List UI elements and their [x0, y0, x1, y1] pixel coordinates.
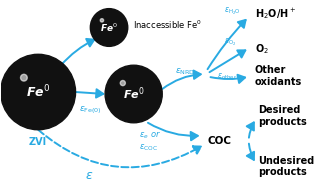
Text: H$_2$O/H$^+$: H$_2$O/H$^+$ — [255, 6, 296, 21]
Circle shape — [105, 65, 162, 123]
Circle shape — [100, 19, 104, 22]
Text: $\varepsilon$: $\varepsilon$ — [85, 169, 93, 182]
Circle shape — [20, 74, 27, 81]
FancyArrowPatch shape — [76, 89, 103, 98]
FancyArrowPatch shape — [247, 122, 254, 138]
FancyArrowPatch shape — [162, 70, 201, 89]
Text: $\varepsilon_{\rm other}$: $\varepsilon_{\rm other}$ — [217, 72, 238, 82]
Text: Desired
products: Desired products — [258, 105, 307, 127]
Circle shape — [90, 9, 128, 46]
Text: O$_2$: O$_2$ — [255, 43, 269, 56]
Text: $\varepsilon_{\rm H_2O}$: $\varepsilon_{\rm H_2O}$ — [224, 6, 241, 17]
FancyArrowPatch shape — [61, 39, 94, 66]
Text: Inaccessible Fe$^0$: Inaccessible Fe$^0$ — [133, 18, 202, 31]
FancyArrowPatch shape — [247, 144, 254, 160]
Text: $\varepsilon_{\rm NRD}$: $\varepsilon_{\rm NRD}$ — [175, 67, 195, 77]
Text: $\varepsilon_{\rm O_2}$: $\varepsilon_{\rm O_2}$ — [224, 37, 237, 48]
Text: $\varepsilon_e$ or
$\varepsilon_{\rm COC}$: $\varepsilon_e$ or $\varepsilon_{\rm COC… — [139, 130, 161, 153]
Text: Fe$^0$: Fe$^0$ — [123, 86, 144, 102]
FancyArrowPatch shape — [210, 50, 245, 72]
FancyArrowPatch shape — [148, 123, 198, 140]
FancyArrowPatch shape — [208, 20, 246, 69]
FancyArrowPatch shape — [211, 75, 245, 83]
Text: Other
oxidants: Other oxidants — [255, 65, 302, 87]
Text: $\varepsilon_{\rm Fe(0)}$: $\varepsilon_{\rm Fe(0)}$ — [79, 104, 102, 116]
Text: Undesired
products: Undesired products — [258, 156, 314, 177]
Circle shape — [120, 81, 125, 86]
Text: ZVI: ZVI — [29, 137, 47, 147]
Circle shape — [1, 54, 76, 130]
Text: COC: COC — [208, 136, 232, 146]
Text: Fe$^0$: Fe$^0$ — [26, 84, 50, 100]
Text: Fe$^0$: Fe$^0$ — [100, 21, 118, 34]
FancyArrowPatch shape — [38, 130, 201, 167]
